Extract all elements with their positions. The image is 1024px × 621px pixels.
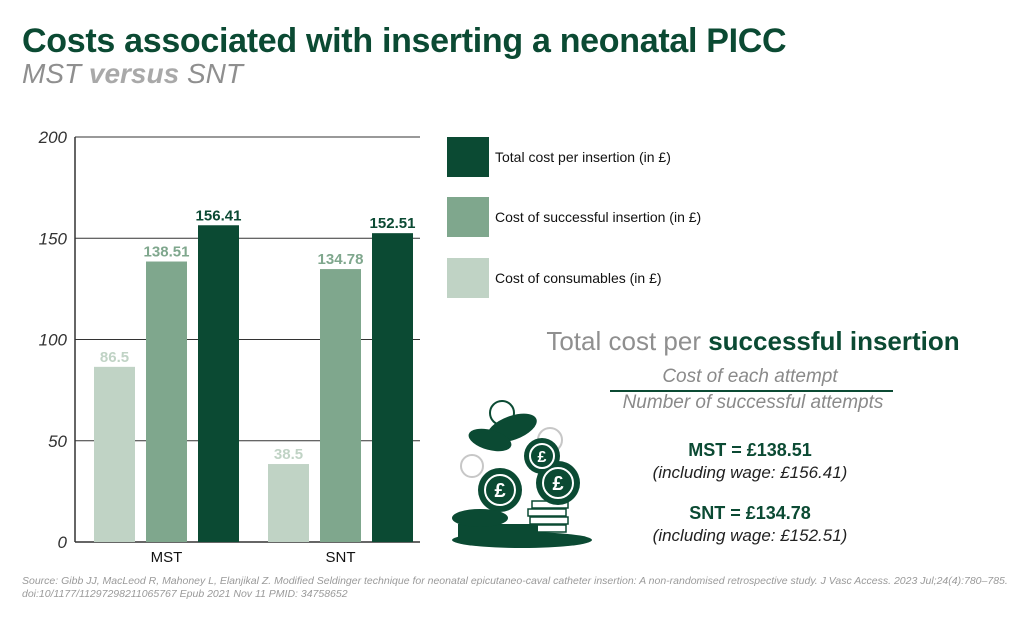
bar-value-label: 152.51 [370,215,416,232]
bar [94,366,135,542]
legend-item-consumables: Cost of consumables (in £) [447,258,747,300]
result-mst-main: MST = £138.51 [688,440,812,460]
page-title: Costs associated with inserting a neonat… [22,22,787,60]
formula-fraction-line [610,390,893,392]
legend-swatch-successful [447,197,489,237]
coin-pile-icon: £ £ £ [452,400,592,548]
bar [268,464,309,542]
formula-title-part1: Total cost per [546,326,701,356]
x-tick-label: MST [151,549,183,566]
subtitle-versus: versus [88,58,180,89]
formula-title: Total cost per successful insertion [540,326,966,357]
result-mst-sub: (including wage: £156.41) [652,463,848,482]
legend-label-total: Total cost per insertion (in £) [495,149,671,165]
bar [372,233,413,543]
bar-value-label: 134.78 [318,251,364,268]
x-tick-label: SNT [326,549,356,566]
source-citation: Source: Gibb JJ, MacLeod R, Mahoney L, E… [22,575,1008,600]
bar-value-label: 86.5 [100,349,129,366]
y-tick-label: 0 [58,533,68,552]
subtitle-snt: SNT [186,58,243,89]
bar-value-label: 138.51 [144,244,190,261]
y-tick-label: 100 [39,331,68,350]
bar-value-label: 156.41 [196,207,242,224]
legend-label-successful: Cost of successful insertion (in £) [495,209,702,225]
formula-denominator: Number of successful attempts [622,392,884,413]
page-subtitle: MST versus SNT [22,58,243,90]
bar [146,261,187,542]
bar-chart: 0 50 100 150 200 86.5 138.51 156.41 MST 38.5 134.7… [38,128,420,566]
formula-numerator: Cost of each attempt [662,366,838,387]
coin-symbol: £ [538,449,547,466]
legend-item-successful: Cost of successful insertion (in £) [447,197,747,239]
y-tick-label: 50 [48,432,67,451]
legend-item-total: Total cost per insertion (in £) [447,137,747,179]
result-snt: SNT = £134.78 (including wage: £152.51) [620,503,880,546]
coin-symbol: £ [552,473,563,495]
coin-symbol: £ [494,480,505,502]
bar [320,269,361,542]
y-tick-label: 200 [38,128,68,147]
legend-swatch-total [447,137,489,177]
result-snt-sub: (including wage: £152.51) [652,526,848,545]
y-tick-label: 150 [39,229,68,248]
result-snt-main: SNT = £134.78 [689,503,811,523]
bar-value-label: 38.5 [274,446,303,463]
formula-block: Total cost per successful insertion Cost… [540,326,966,413]
result-mst: MST = £138.51 (including wage: £156.41) [620,440,880,483]
legend-swatch-consumables [447,258,489,298]
legend-label-consumables: Cost of consumables (in £) [495,270,662,286]
formula-title-part2: successful insertion [708,326,960,356]
subtitle-mst: MST [22,58,82,89]
bar [198,225,239,542]
